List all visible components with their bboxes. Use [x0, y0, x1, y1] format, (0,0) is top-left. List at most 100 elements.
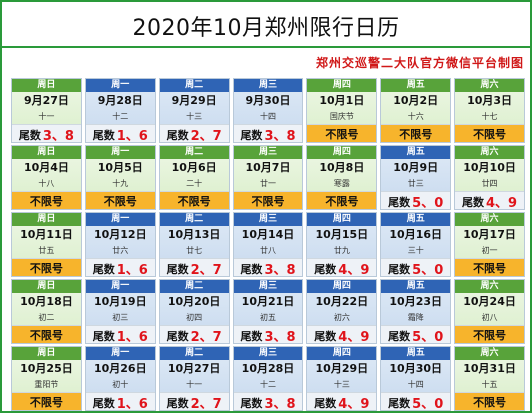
restriction-label: 尾数	[388, 396, 411, 410]
calendar-day-cell: 周五 10月30日 十四 尾数 5、0	[380, 346, 452, 411]
restriction-label: 不限号	[251, 194, 285, 208]
restriction-label: 尾数	[166, 262, 189, 276]
restricted-plate-digits: 1、6	[116, 397, 148, 411]
date-label: 9月28日	[97, 94, 143, 107]
lunar-date-label: 十三	[186, 112, 203, 121]
date-label: 10月7日	[245, 161, 291, 174]
calendar-day-cell: 周三 10月28日 十二 尾数 3、8	[232, 346, 304, 411]
lunar-date-label: 十一	[186, 380, 203, 389]
date-label: 10月10日	[463, 161, 516, 174]
lunar-date-label: 廿一	[259, 179, 276, 188]
restricted-plate-digits: 2、7	[190, 263, 222, 277]
calendar-day-cell: 周二 10月13日 廿七 尾数 2、7	[158, 212, 230, 277]
calendar-day-cell: 周五 10月16日 三十 尾数 5、0	[380, 212, 452, 277]
restriction-label: 尾数	[388, 262, 411, 276]
restricted-plate-digits: 5、0	[412, 330, 444, 344]
lunar-date-label: 霜降	[407, 313, 424, 322]
restriction-rule: 不限号	[12, 191, 81, 209]
restriction-rule: 尾数 5、0	[381, 258, 451, 276]
date-label: 10月6日	[171, 161, 217, 174]
date-label: 10月27日	[167, 362, 221, 375]
calendar-day-cell: 周一 9月28日 十二 尾数 1、6	[84, 78, 156, 143]
date-label: 10月31日	[463, 362, 516, 375]
calendar-day-cell: 周三 10月14日 廿八 尾数 3、8	[232, 212, 304, 277]
restriction-label: 不限号	[473, 127, 507, 141]
restriction-rule: 尾数 3、8	[233, 325, 303, 344]
day-of-week-label: 周一	[85, 347, 155, 360]
restriction-rule: 不限号	[85, 191, 155, 209]
restriction-rule: 尾数 3、8	[233, 258, 303, 276]
restriction-label: 不限号	[399, 127, 433, 141]
restriction-rule: 尾数 2、7	[159, 258, 229, 277]
calendar-day-cell: 周四 10月1日 国庆节 不限号	[306, 78, 378, 143]
restriction-label: 尾数	[240, 262, 263, 276]
calendar-day-cell: 周一 10月19日 初三 尾数 1、6	[84, 279, 156, 344]
lunar-date-label: 廿九	[333, 246, 350, 255]
date-label: 9月30日	[245, 94, 291, 107]
restriction-rule: 尾数 4、9	[455, 191, 524, 209]
restriction-label: 尾数	[240, 329, 263, 343]
date-label: 10月29日	[315, 362, 369, 375]
restriction-rule: 尾数 2、7	[159, 124, 229, 142]
lunar-date-label: 十四	[259, 112, 276, 121]
lunar-date-label: 初十	[112, 380, 129, 389]
restriction-rule: 不限号	[455, 325, 524, 343]
day-of-week-label: 周五	[381, 213, 451, 226]
day-of-week-label: 周四	[307, 347, 377, 360]
restricted-plate-digits: 1、6	[116, 129, 148, 143]
restriction-rule: 不限号	[159, 191, 229, 209]
restriction-rule: 尾数 2、7	[159, 325, 229, 344]
restriction-label: 不限号	[325, 127, 359, 141]
day-of-week-label: 周二	[159, 79, 229, 92]
lunar-date-label: 十九	[112, 179, 129, 188]
date-label: 9月29日	[171, 94, 217, 107]
lunar-date-label: 重阳节	[34, 380, 59, 389]
restriction-rule: 尾数 1、6	[85, 258, 155, 277]
day-of-week-label: 周四	[307, 146, 377, 159]
restriction-rule: 尾数 5、0	[381, 392, 451, 411]
date-label: 10月23日	[389, 295, 443, 308]
calendar-day-cell: 周二 9月29日十三尾数 2、7	[158, 78, 230, 143]
day-of-week-label: 周三	[233, 79, 303, 92]
day-of-week-label: 周五	[381, 347, 451, 360]
lunar-date-label: 廿五	[38, 246, 55, 255]
day-of-week-label: 周三	[233, 146, 303, 159]
lunar-date-label: 三十	[407, 246, 424, 255]
day-of-week-label: 周二	[159, 213, 229, 226]
restriction-label: 尾数	[92, 128, 115, 142]
restriction-rule: 不限号	[12, 392, 81, 410]
lunar-date-label: 初二	[38, 313, 55, 322]
restriction-label: 不限号	[29, 395, 63, 409]
day-of-week-label: 周三	[233, 213, 303, 226]
date-label: 10月2日	[393, 94, 439, 107]
date-label: 10月12日	[93, 228, 147, 241]
restriction-rule: 不限号	[381, 124, 451, 142]
restriction-rule: 尾数 5、0	[381, 325, 451, 344]
calendar-day-cell: 周二 10月6日 二十 不限号	[158, 145, 230, 210]
restricted-plate-digits: 1、6	[116, 263, 148, 277]
restriction-rule: 尾数 4、9	[307, 325, 377, 343]
day-of-week-label: 周四	[307, 79, 377, 92]
restriction-rule: 尾数 5、0	[381, 191, 451, 209]
lunar-date-label: 初五	[259, 313, 276, 322]
lunar-date-label: 国庆节	[329, 112, 354, 121]
restriction-label: 尾数	[92, 262, 115, 276]
calendar-day-cell: 周日 10月4日 十八 不限号	[11, 145, 82, 210]
restricted-plate-digits: 2、7	[190, 330, 222, 344]
date-label: 10月17日	[463, 228, 516, 241]
calendar-day-cell: 周日 10月18日 初二 不限号	[11, 279, 82, 344]
restricted-plate-digits: 4、9	[338, 397, 370, 411]
restriction-rule: 尾数 3、8	[12, 124, 81, 142]
restriction-rule: 尾数 3、8	[233, 124, 303, 142]
lunar-date-label: 廿三	[407, 179, 424, 188]
restriction-label: 不限号	[473, 328, 507, 342]
restricted-plate-digits: 1、6	[116, 330, 148, 344]
restricted-plate-digits: 4、9	[338, 263, 370, 277]
calendar-day-cell: 周三 10月7日廿一不限号	[232, 145, 304, 210]
restricted-plate-digits: 5、0	[412, 397, 444, 411]
lunar-date-label: 初六	[333, 313, 350, 322]
restriction-label: 尾数	[92, 329, 115, 343]
restricted-plate-digits: 3、8	[264, 330, 296, 344]
date-label: 10月9日	[393, 161, 439, 174]
lunar-date-label: 十二	[112, 112, 129, 121]
